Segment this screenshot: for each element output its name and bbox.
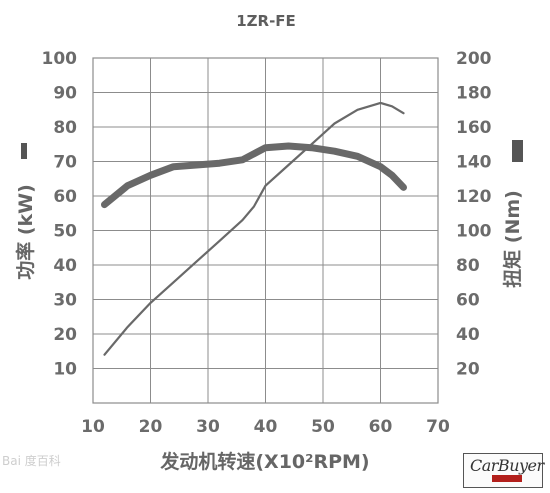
logo-accent-bar: [492, 475, 522, 482]
power-series-line: [103, 101, 405, 356]
watermark: Bai 度百科: [2, 454, 61, 468]
y-right-tick-label: 60: [456, 291, 480, 311]
y-left-tick-label: 90: [53, 84, 77, 104]
y-right-axis-label: 扭矩 (Nm): [501, 190, 524, 288]
torque-series-line: [101, 142, 407, 209]
y-right-legend-glyph: [512, 140, 523, 162]
y-right-tick-label: 120: [456, 187, 492, 207]
y-right-tick-label: 160: [456, 118, 492, 138]
y-left-tick-label: 100: [42, 49, 78, 69]
left-axis-ticks: 10 20 30 40 50 60 70 80 90 100: [42, 49, 78, 380]
y-left-tick-label: 50: [53, 222, 77, 242]
right-axis-ticks: 20 40 60 80 100 120 140 160 180 200: [456, 49, 492, 380]
plot-frame: [92, 57, 439, 404]
y-right-tick-label: 40: [456, 325, 480, 345]
y-left-tick-label: 60: [53, 187, 77, 207]
y-left-tick-label: 30: [53, 291, 77, 311]
x-tick-label: 20: [139, 417, 163, 437]
x-axis-label: 发动机转速(X10²RPM): [159, 450, 369, 473]
logo-text: CarBuyer: [470, 456, 544, 475]
x-tick-label: 10: [81, 417, 105, 437]
y-left-tick-label: 80: [53, 118, 77, 138]
y-left-axis-label: 功率 (kW): [14, 184, 37, 280]
x-tick-label: 50: [311, 417, 335, 437]
x-tick-label: 40: [254, 417, 278, 437]
y-right-tick-label: 200: [456, 49, 492, 69]
y-right-tick-label: 140: [456, 153, 492, 173]
y-right-tick-label: 20: [456, 360, 480, 380]
series-layer: [101, 101, 407, 356]
y-left-tick-label: 70: [53, 153, 77, 173]
x-axis-ticks: 10 20 30 40 50 60 70: [81, 417, 450, 437]
y-left-legend-glyph: [21, 143, 27, 159]
x-tick-label: 30: [196, 417, 220, 437]
chart-title: 1ZR-FE: [236, 12, 296, 30]
y-left-tick-label: 10: [53, 360, 77, 380]
y-left-tick-label: 20: [53, 325, 77, 345]
x-tick-label: 70: [426, 417, 450, 437]
y-left-tick-label: 40: [53, 256, 77, 276]
y-right-tick-label: 180: [456, 84, 492, 104]
grid: [92, 57, 439, 403]
x-tick-label: 60: [369, 417, 393, 437]
y-right-tick-label: 80: [456, 256, 480, 276]
carbuyer-logo: CarBuyer: [463, 453, 544, 488]
y-right-tick-label: 100: [456, 222, 492, 242]
